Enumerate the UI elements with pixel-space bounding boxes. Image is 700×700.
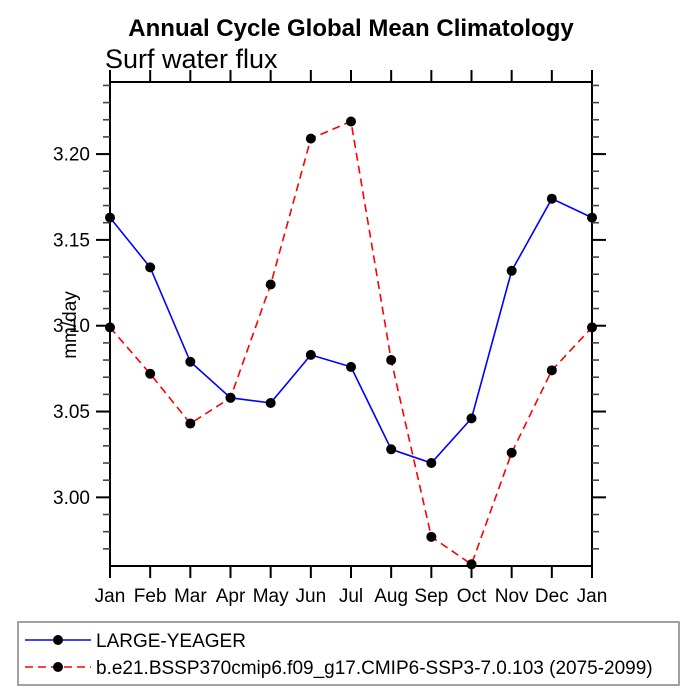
legend-marker-0 xyxy=(53,635,63,645)
data-point-s0 xyxy=(105,212,115,223)
data-point-s1 xyxy=(105,322,115,333)
data-point-s0 xyxy=(466,413,477,424)
x-tick-label: Mar xyxy=(174,586,207,607)
data-point-s1 xyxy=(305,133,316,144)
data-point-s0 xyxy=(386,444,397,455)
legend-label-1: b.e21.BSSP370cmip6.f09_g17.CMIP6-SSP3-7.… xyxy=(96,658,653,679)
plot-frame xyxy=(109,81,593,567)
chart-title: Annual Cycle Global Mean Climatology xyxy=(128,15,574,42)
data-point-s1 xyxy=(587,322,597,333)
x-tick-label: Feb xyxy=(134,586,167,607)
legend-marker-1 xyxy=(53,662,63,672)
data-point-s1 xyxy=(546,365,557,376)
chart-subtitle: Surf water flux xyxy=(105,44,278,74)
x-tick-label: Dec xyxy=(535,586,569,607)
data-point-s1 xyxy=(185,418,196,429)
data-point-s1 xyxy=(145,368,156,379)
data-point-s0 xyxy=(305,349,316,360)
y-tick-label: 3.00 xyxy=(53,488,90,509)
y-axis-label: mm/day xyxy=(60,291,81,359)
data-point-s1 xyxy=(265,279,276,290)
x-tick-label: Aug xyxy=(374,586,408,607)
x-tick-label: Oct xyxy=(457,586,487,607)
y-tick-label: 3.15 xyxy=(53,230,90,251)
x-tick-label: Jul xyxy=(339,586,363,607)
x-tick-label: Sep xyxy=(414,586,448,607)
x-tick-label: Nov xyxy=(495,586,529,607)
x-tick-label: Jan xyxy=(577,586,608,607)
legend-box xyxy=(17,621,680,686)
data-point-s1 xyxy=(466,559,477,570)
y-tick-label: 3.20 xyxy=(53,145,90,166)
y-tick-label: 3.10 xyxy=(53,316,90,337)
data-point-s0 xyxy=(426,458,437,469)
data-point-s1 xyxy=(225,392,236,403)
data-point-s1 xyxy=(426,531,437,542)
data-point-s0 xyxy=(346,361,356,372)
data-point-s1 xyxy=(346,116,356,127)
data-point-s0 xyxy=(185,356,196,367)
x-tick-label: Apr xyxy=(216,586,246,607)
legend-label-0: LARGE-YEAGER xyxy=(96,631,246,652)
series-line-0 xyxy=(109,197,593,464)
data-point-s0 xyxy=(546,193,557,204)
y-tick-label: 3.05 xyxy=(53,402,90,423)
x-tick-label: Jan xyxy=(95,586,126,607)
data-point-s0 xyxy=(145,262,156,273)
x-tick-label: May xyxy=(253,586,289,607)
data-point-s0 xyxy=(265,397,276,408)
data-point-s1 xyxy=(386,355,397,366)
data-point-s0 xyxy=(506,265,517,276)
data-point-s1 xyxy=(506,447,517,458)
x-tick-label: Jun xyxy=(296,586,327,607)
plot-area: Jan Feb Mar Apr May Jun Jul Aug Sep Oct Nov Dec Jan 3… xyxy=(17,70,680,686)
data-point-s0 xyxy=(587,212,597,223)
